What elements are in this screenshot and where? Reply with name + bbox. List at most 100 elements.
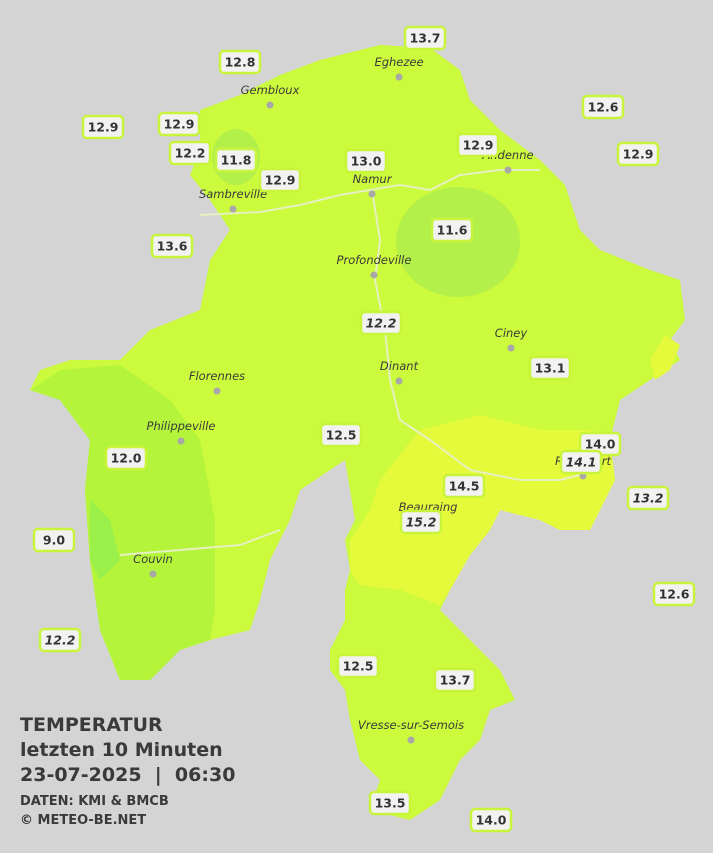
station: 12.9 — [616, 141, 660, 167]
station-box — [214, 147, 258, 173]
station-value: 12.2 — [366, 316, 397, 331]
station-value: 9.0 — [43, 533, 65, 548]
station: 12.8 — [218, 49, 262, 75]
station-box — [319, 422, 363, 448]
station-box — [157, 111, 201, 137]
cities: EghezeeGemblouxAndenneNamurSambrevillePr… — [133, 55, 612, 744]
station-box — [652, 581, 696, 607]
city-label: Dinant — [380, 359, 419, 373]
city-label: Vresse-sur-Semois — [358, 718, 464, 732]
station-value: 12.2 — [45, 633, 76, 648]
station-value: 12.9 — [463, 138, 494, 153]
station: 12.6 — [581, 94, 625, 120]
station: 12.0 — [104, 445, 148, 471]
city-dot — [149, 570, 157, 578]
station-box — [442, 473, 486, 499]
station: 14.1 — [559, 449, 603, 475]
city-dot — [504, 166, 512, 174]
city-label: Profondeville — [337, 253, 412, 267]
station-box — [168, 140, 212, 166]
station-value: 12.9 — [164, 117, 195, 132]
station-box — [403, 25, 447, 51]
station-box — [359, 310, 403, 336]
station-value: 15.2 — [406, 515, 437, 530]
station-box — [626, 485, 670, 511]
station: 13.7 — [433, 667, 477, 693]
station-box — [150, 233, 194, 259]
datetime: 23-07-2025 | 06:30 — [20, 764, 235, 786]
station-box — [218, 49, 262, 75]
station: 12.5 — [336, 653, 380, 679]
city-dot — [213, 387, 221, 395]
station: 12.9 — [157, 111, 201, 137]
station: 13.6 — [150, 233, 194, 259]
station-value: 12.5 — [343, 659, 374, 674]
copyright: © METEO-BE.NET — [20, 813, 146, 828]
station-value: 11.8 — [221, 153, 252, 168]
station: 13.0 — [344, 148, 388, 174]
station-value: 12.0 — [111, 451, 142, 466]
title: TEMPERATUR — [20, 714, 163, 736]
station: 11.6 — [430, 217, 474, 243]
station-box — [456, 132, 500, 158]
station: 12.9 — [258, 167, 302, 193]
city-dot — [395, 377, 403, 385]
station-value: 13.1 — [535, 361, 566, 376]
station: 11.8 — [214, 147, 258, 173]
subtitle: letzten 10 Minuten — [20, 739, 223, 761]
station-value: 11.6 — [437, 223, 468, 238]
station-box — [399, 509, 443, 535]
station-box — [430, 217, 474, 243]
station-value: 12.6 — [659, 587, 690, 602]
station-value: 12.9 — [623, 147, 654, 162]
station: 12.2 — [168, 140, 212, 166]
city-dot — [266, 101, 274, 109]
source: DATEN: KMI & BMCB — [20, 794, 169, 809]
station-value: 13.7 — [410, 31, 441, 46]
station-box — [258, 167, 302, 193]
station-value: 14.1 — [566, 455, 597, 470]
station: 12.2 — [38, 627, 82, 653]
station-box — [368, 790, 412, 816]
station-value: 13.7 — [440, 673, 471, 688]
city-dot — [507, 344, 515, 352]
station: 15.2 — [399, 509, 443, 535]
city-label: Ciney — [495, 326, 528, 340]
city-dot — [177, 437, 185, 445]
station: 13.1 — [528, 355, 572, 381]
station-box — [336, 653, 380, 679]
station-box — [559, 449, 603, 475]
station: 13.7 — [403, 25, 447, 51]
station-box — [344, 148, 388, 174]
city-dot — [229, 205, 237, 213]
station: 14.0 — [578, 431, 622, 457]
station-value: 12.2 — [175, 146, 206, 161]
station: 14.5 — [442, 473, 486, 499]
stations: 12.8 13.7 12.6 12.9 12.9 12.2 11.8 12.9 13.0 12.9… — [32, 25, 696, 833]
city-label: Eghezee — [374, 55, 423, 69]
station: 12.9 — [456, 132, 500, 158]
station: 12.2 — [359, 310, 403, 336]
city-dot — [370, 271, 378, 279]
station-box — [616, 141, 660, 167]
station-value: 12.5 — [326, 428, 357, 443]
station-box — [581, 94, 625, 120]
station-value: 13.2 — [633, 491, 664, 506]
city-label: Couvin — [133, 552, 173, 566]
station-value: 12.9 — [88, 120, 119, 135]
city-label: Sambreville — [199, 187, 267, 201]
station-box — [38, 627, 82, 653]
city-label: Gembloux — [241, 83, 300, 97]
station: 12.9 — [81, 114, 125, 140]
station: 9.0 — [32, 527, 76, 553]
city-dot — [368, 190, 376, 198]
city-label: Namur — [353, 172, 393, 186]
station-box — [469, 807, 513, 833]
station-box — [433, 667, 477, 693]
station: 13.5 — [368, 790, 412, 816]
station-value: 14.0 — [476, 813, 507, 828]
station: 13.2 — [626, 485, 670, 511]
station-box — [104, 445, 148, 471]
station-value: 13.0 — [351, 154, 382, 169]
